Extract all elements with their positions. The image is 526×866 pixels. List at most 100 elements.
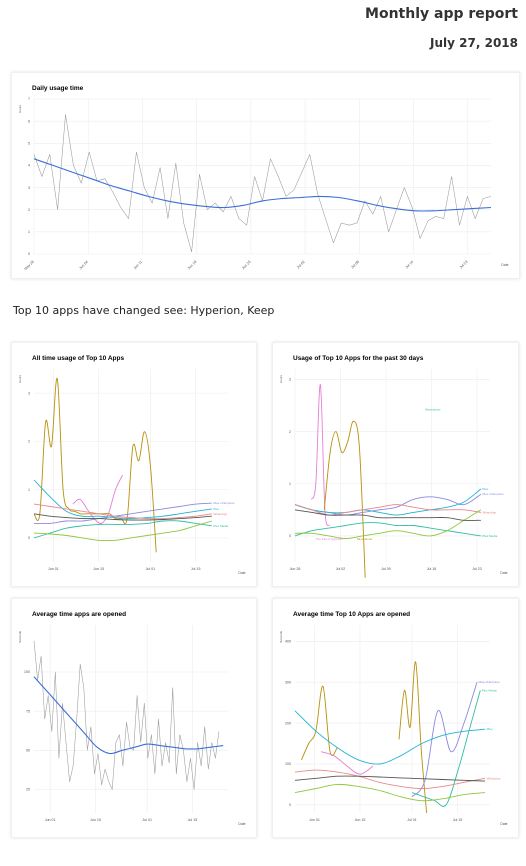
x-tick-label: Jul 02 (336, 567, 346, 571)
series-line-plex-media (411, 690, 481, 807)
series-line-app-1 (323, 420, 366, 578)
x-tick-label: Jun 01 (309, 818, 320, 822)
panel-past-30-days: Usage of Top 10 Apps for the past 30 day… (272, 342, 519, 587)
series-line-rise-of-empires (33, 502, 212, 525)
y-tick-label: 3 (289, 378, 291, 382)
y-tick-label: 3 (28, 186, 30, 190)
chart-plot: 0 1 2 3 Jun 28 Jul 02 Jul 09 Jul 16 Jul 23 Hours D… (279, 369, 508, 578)
series-line-app-1 (398, 661, 428, 814)
y-tick-label: 400 (285, 640, 291, 644)
x-tick-label: Jul 16 (405, 260, 415, 270)
x-tick-label: Jun 18 (187, 260, 197, 270)
series-line-app-0 (33, 378, 157, 553)
series-end-label: Plex (482, 487, 488, 491)
x-tick-label: Jul 16 (427, 567, 437, 571)
x-tick-label: Jul 23 (472, 567, 482, 571)
y-tick-label: 0 (28, 536, 30, 540)
x-tick-label: Jun 04 (78, 260, 88, 270)
x-tick-label: Jul 09 (381, 567, 391, 571)
chart-annotation: Skyscanner (425, 408, 441, 412)
x-tick-label: Jul 15 (191, 567, 201, 571)
x-tick-label: Jun 15 (355, 818, 366, 822)
x-tick-label: Jul 09 (350, 260, 360, 270)
y-tick-label: 1 (28, 230, 30, 234)
series-line-plex (294, 488, 482, 516)
chart-title: All time usage of Top 10 Apps (32, 355, 125, 362)
chart-title: Daily usage time (32, 85, 84, 92)
y-tick-label: 2 (28, 440, 30, 444)
y-tick-label: 0 (289, 534, 291, 538)
series-line-app-0 (301, 685, 338, 761)
y-tick-label: 5 (28, 141, 30, 145)
y-tick-label: 6 (28, 119, 30, 123)
series-end-label: Plex (213, 507, 219, 511)
series-line-plex-media (294, 522, 481, 537)
series-line-app-2 (320, 751, 374, 775)
series-line-smooth-1 (33, 158, 492, 212)
series-line-raw-0 (33, 640, 220, 790)
y-tick-label: 200 (285, 721, 291, 725)
x-tick-label: Jun 01 (45, 818, 56, 822)
series-end-label: Rise of Empires (213, 501, 235, 505)
x-axis-label: Date (501, 263, 508, 267)
report-date: July 27, 2018 (430, 36, 518, 50)
y-tick-label: 100 (24, 670, 30, 674)
series-line-whatsapp (294, 769, 486, 789)
series-line-smooth-1 (33, 676, 224, 755)
chart-plot: 25 50 75 100 Jun 01 Jun 15 Jul 01 Jul 15 Seconds… (18, 625, 246, 826)
x-tick-label: Jun 11 (133, 260, 143, 270)
y-axis-label: Hours (18, 105, 22, 114)
x-tick-label: Jul 02 (296, 260, 306, 270)
y-tick-label: 25 (26, 788, 30, 792)
series-line-whatsapp (33, 503, 212, 520)
top-apps-change-note: Top 10 apps have changed see: Hyperion, … (13, 304, 275, 317)
series-line-app-1 (72, 474, 124, 524)
x-tick-label: Jul 01 (142, 818, 152, 822)
series-line-app-6 (294, 509, 482, 539)
series-line-rise-of-empires (411, 682, 478, 798)
series-end-label: Rise of Empires (479, 680, 501, 684)
y-tick-label: 3 (28, 391, 30, 395)
panel-all-time-usage: All time usage of Top 10 Apps 0 1 2 3 Jun 01 J… (11, 342, 257, 587)
chart-title: Average time Top 10 Apps are opened (293, 611, 411, 618)
series-line-plex (33, 479, 212, 520)
y-axis-label: Seconds (279, 631, 283, 643)
chart-plot: 0 1 2 3 Jun 01 Jun 15 Jul 01 Jul 15 Hours Date Ris… (18, 369, 246, 575)
x-axis-label: Date (238, 571, 245, 575)
x-tick-label: Jun 01 (48, 567, 59, 571)
y-tick-label: 4 (28, 164, 30, 168)
x-tick-label: Jul 23 (459, 260, 469, 270)
series-end-label: WhatsApp (487, 776, 501, 780)
series-line-app-7 (294, 509, 481, 521)
series-line-app-7 (33, 513, 212, 521)
y-tick-label: 7 (28, 97, 30, 101)
series-end-label: Plex Media (482, 534, 497, 538)
series-line-app-6 (33, 520, 212, 542)
series-line-plex (294, 710, 486, 765)
x-tick-label: Jun 15 (90, 818, 101, 822)
y-tick-label: 1 (289, 482, 291, 486)
chart-annotation: Skyscanner (357, 537, 373, 541)
series-line-app-8 (294, 775, 486, 782)
panel-average-top10-open-time: Average time Top 10 Apps are opened 0 100 2… (272, 598, 519, 838)
y-tick-label: 50 (26, 749, 30, 753)
y-tick-label: 100 (285, 762, 291, 766)
chart-plot: 0 1 2 3 4 5 6 7 May 28 Jun 04 Jun 11 Jun 18 Jun 25 Ju… (18, 97, 509, 271)
x-tick-label: Jul 01 (407, 818, 417, 822)
x-tick-label: Jun 28 (290, 567, 301, 571)
x-axis-label: Date (500, 822, 507, 826)
series-end-label: Rise of Empires (482, 492, 504, 496)
x-tick-label: Jul 15 (188, 818, 198, 822)
y-axis-label: Hours (279, 375, 283, 384)
chart-plot: 0 100 200 300 400 Jun 01 Jun 15 Jul 01 Jul 15 Sec… (279, 625, 508, 826)
chart-annotation: The Fall of Hyperion (316, 537, 343, 541)
y-tick-label: 0 (289, 803, 291, 807)
chart-title: Usage of Top 10 Apps for the past 30 day… (293, 355, 424, 362)
series-line-app-0 (310, 384, 330, 527)
series-line-plex-media (33, 520, 212, 539)
x-tick-label: Jun 15 (93, 567, 104, 571)
series-line-app-7 (294, 783, 486, 802)
chart-title: Average time apps are opened (32, 611, 127, 618)
series-end-label: WhatsApp (482, 510, 496, 514)
panel-average-open-time: Average time apps are opened 25 50 75 100 Jun… (11, 598, 257, 838)
